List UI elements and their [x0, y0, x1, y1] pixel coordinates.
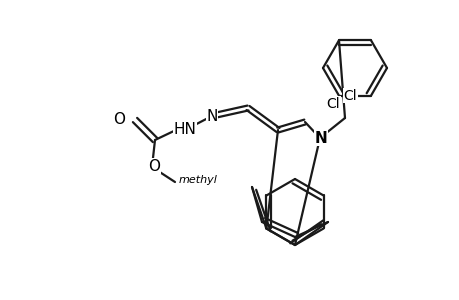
Text: N: N: [314, 130, 327, 146]
Text: O: O: [148, 158, 160, 173]
Text: N: N: [206, 109, 217, 124]
Text: O: O: [113, 112, 125, 127]
Text: HN: HN: [173, 122, 196, 136]
Text: Cl: Cl: [325, 97, 339, 111]
Text: Cl: Cl: [342, 89, 356, 103]
Text: methyl: methyl: [179, 175, 218, 185]
